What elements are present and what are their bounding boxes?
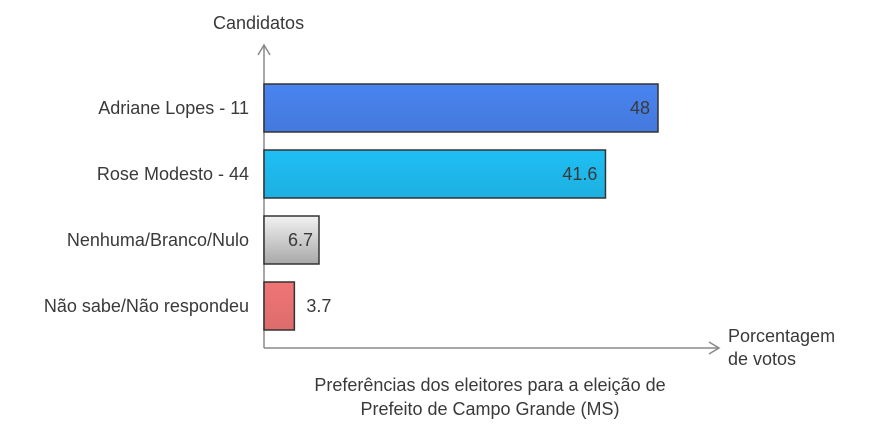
value-label-0: 48	[630, 98, 650, 118]
x-axis-title: Porcentagem de votos	[728, 325, 835, 371]
category-label-1: Rose Modesto - 44	[97, 164, 249, 184]
category-label-0: Adriane Lopes - 11	[98, 98, 249, 118]
y-axis-arrow-icon	[257, 43, 271, 56]
y-axis-title: Candidatos	[213, 13, 305, 33]
category-label-3: Não sabe/Não respondeu	[44, 296, 249, 316]
x-axis-arrow-icon	[708, 341, 721, 355]
value-label-3: 3.7	[306, 296, 331, 316]
caption-line1: Preferências dos eleitores para a eleiçã…	[314, 375, 666, 395]
caption-line2: Prefeito de Campo Grande (MS)	[360, 399, 620, 419]
x-axis-title-line1: Porcentagem	[728, 326, 836, 346]
bar-2	[263, 215, 320, 265]
value-label-1: 41.6	[562, 164, 597, 184]
bar-1	[263, 149, 607, 199]
chart-caption: Preferências dos eleitores para a eleiçã…	[250, 373, 730, 421]
category-label-2: Nenhuma/Branco/Nulo	[67, 230, 249, 250]
value-label-2: 6.7	[288, 230, 313, 250]
x-axis-title-line2: de votos	[728, 349, 797, 369]
bar-3	[263, 281, 296, 331]
bar-0	[263, 83, 659, 133]
